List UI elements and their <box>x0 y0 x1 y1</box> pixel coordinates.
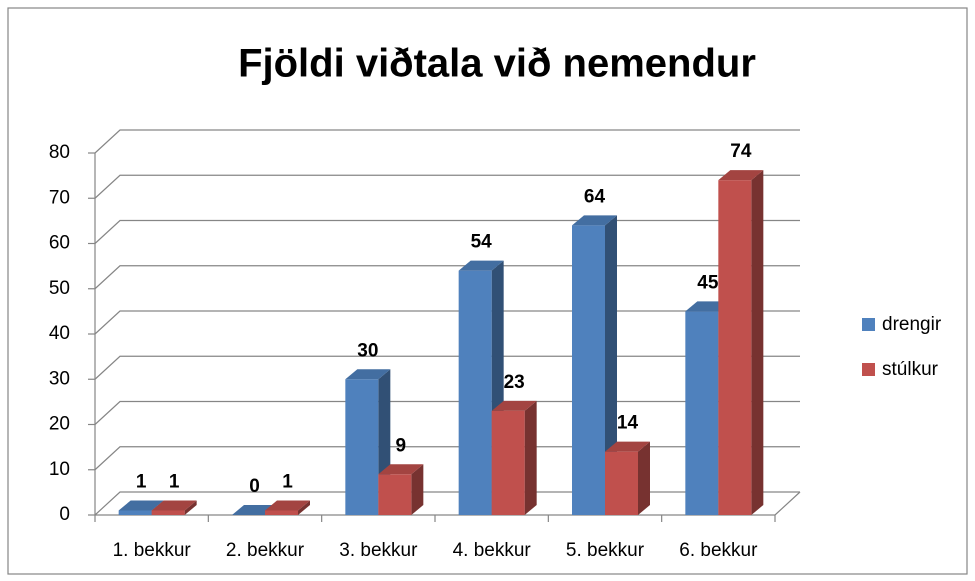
bar-front <box>345 379 379 515</box>
value-label: 54 <box>471 232 493 253</box>
bar <box>378 464 424 515</box>
chart-title: Fjöldi viðtala við nemendur <box>238 42 756 86</box>
x-tick-label: 3. bekkur <box>339 540 418 561</box>
x-tick-label: 4. bekkur <box>453 540 532 561</box>
bar-front <box>605 451 638 515</box>
value-label: 14 <box>617 413 639 434</box>
value-label: 1 <box>282 471 293 492</box>
value-label: 1 <box>169 471 180 492</box>
bar-front <box>458 270 492 515</box>
value-label: 45 <box>697 272 719 293</box>
x-tick-label: 2. bekkur <box>226 540 305 561</box>
bar-front <box>378 474 412 515</box>
bar-top <box>491 400 537 411</box>
y-tick-label: 70 <box>49 187 70 208</box>
bar-top <box>605 441 650 452</box>
value-label: 30 <box>357 340 378 361</box>
bar-front <box>718 180 752 515</box>
y-tick-label: 0 <box>59 504 70 525</box>
bar-top <box>718 170 764 181</box>
bar-side <box>524 400 537 515</box>
bar-top <box>118 500 164 511</box>
bar <box>572 215 617 515</box>
bar-front <box>491 410 525 515</box>
bar-top <box>458 260 504 271</box>
bar-top <box>378 464 424 475</box>
bar-top <box>572 215 617 226</box>
bar <box>458 260 504 515</box>
bar-side <box>638 441 650 515</box>
bar-side <box>605 215 617 515</box>
grid-line <box>94 174 800 199</box>
y-tick-label: 50 <box>49 278 70 299</box>
bar-side <box>184 500 197 515</box>
bar-top <box>345 369 391 380</box>
y-tick-label: 30 <box>49 368 70 389</box>
value-label: 64 <box>584 186 606 207</box>
bar-front <box>151 510 185 515</box>
bar-side <box>751 170 764 515</box>
bar-top <box>265 500 310 511</box>
y-tick-label: 80 <box>49 142 70 163</box>
grid-line <box>94 129 800 154</box>
bar <box>265 500 310 515</box>
grid-line <box>94 219 800 244</box>
value-label: 23 <box>504 372 525 393</box>
bar <box>718 170 764 515</box>
legend-label: drengir <box>882 314 942 335</box>
bar-top <box>151 500 197 511</box>
y-tick-label: 40 <box>49 323 70 344</box>
x-tick-label: 1. bekkur <box>113 540 192 561</box>
value-label: 74 <box>730 141 752 162</box>
legend-swatch <box>862 363 875 376</box>
legend-label: stúlkur <box>882 359 939 380</box>
value-label: 0 <box>249 476 260 497</box>
bar-side <box>411 464 424 515</box>
bar-front <box>572 225 605 515</box>
bar <box>151 500 197 515</box>
y-tick-label: 20 <box>49 414 70 435</box>
bar-front <box>685 311 719 515</box>
value-label: 1 <box>136 471 147 492</box>
legend-swatch <box>862 318 875 331</box>
x-tick-label: 5. bekkur <box>566 540 645 561</box>
y-tick-label: 60 <box>49 233 70 254</box>
x-tick-label: 6. bekkur <box>679 540 758 561</box>
bar-front <box>265 510 298 515</box>
bar <box>491 400 537 515</box>
value-label: 9 <box>396 435 407 456</box>
bar-front <box>118 510 152 515</box>
bar <box>605 441 650 515</box>
bar-side <box>298 500 310 515</box>
y-tick-label: 10 <box>49 459 70 480</box>
